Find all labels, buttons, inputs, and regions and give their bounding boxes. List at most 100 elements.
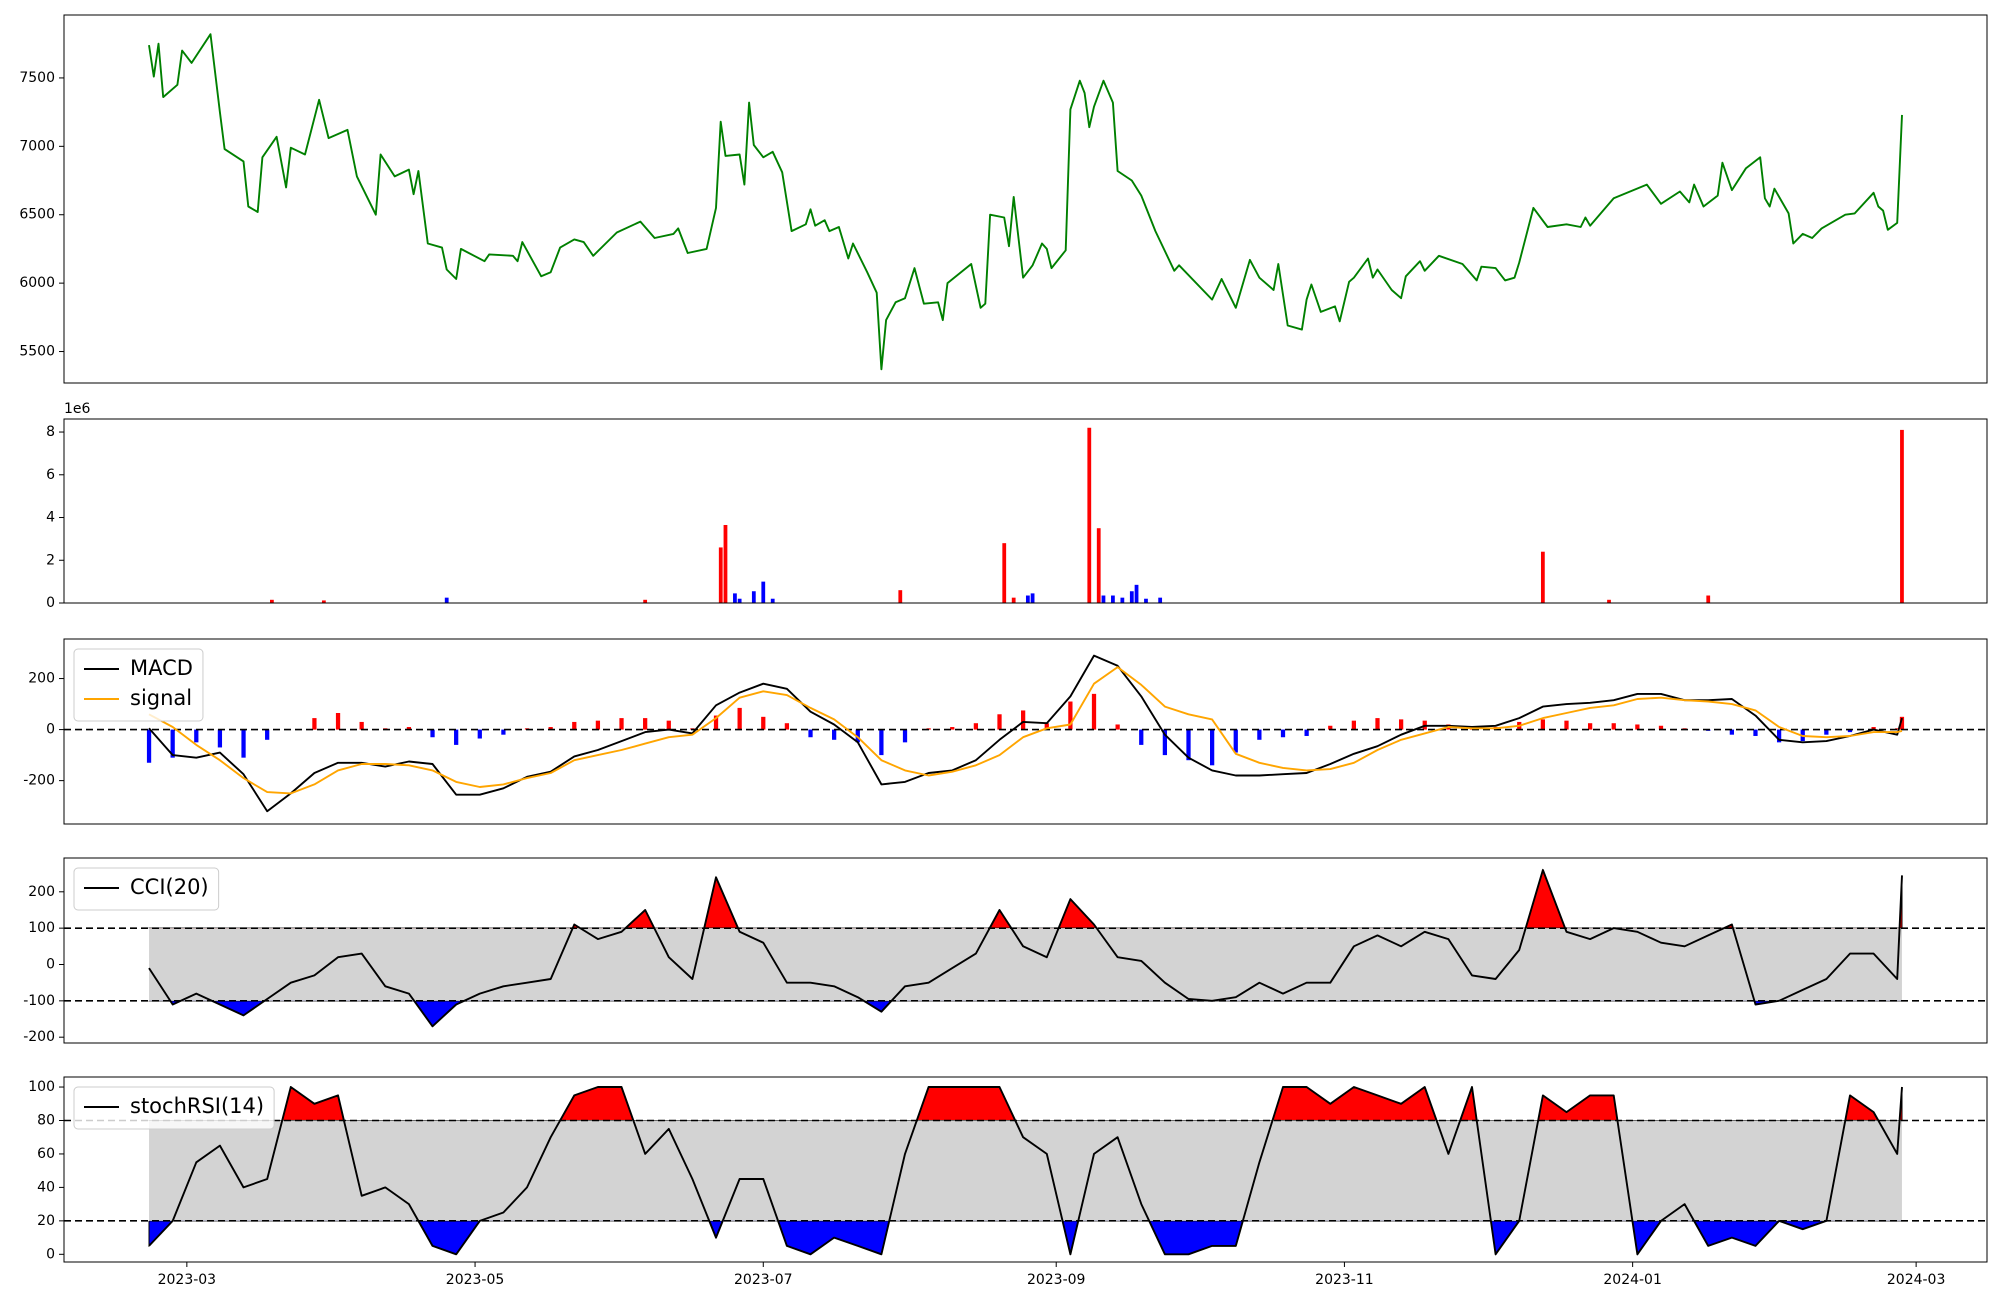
y-tick-label: 6500 xyxy=(19,207,55,223)
volume-bar xyxy=(751,591,756,603)
volume-bar xyxy=(1144,598,1148,603)
histogram-bar xyxy=(879,729,884,756)
volume-bar xyxy=(733,593,737,603)
histogram-bar xyxy=(265,729,270,740)
volume-bar xyxy=(737,598,742,603)
y-tick-label: 80 xyxy=(37,1112,55,1128)
indicator-line xyxy=(148,666,1903,795)
histogram-bar xyxy=(1635,724,1640,730)
histogram-bar xyxy=(241,729,246,758)
y-tick-label: 0 xyxy=(46,722,55,738)
volume-bar xyxy=(1607,599,1611,603)
histogram-bar xyxy=(1847,729,1853,733)
volume-bar xyxy=(444,597,449,603)
volume-bar xyxy=(1120,597,1125,603)
y-tick-label: 0 xyxy=(46,1246,55,1262)
y-tick-label: 7000 xyxy=(19,138,55,154)
histogram-bar xyxy=(335,713,341,730)
histogram-bar xyxy=(1398,719,1404,730)
histogram-bar xyxy=(1776,729,1782,743)
volume-bar xyxy=(1706,595,1711,603)
panel: 5500 6000 6500 7000 7500 xyxy=(19,14,1988,384)
y-tick-label: 20 xyxy=(37,1213,55,1229)
indicator-line xyxy=(148,1086,1903,1256)
histogram-bar xyxy=(595,720,601,730)
plot-area xyxy=(148,33,1903,371)
legend-box xyxy=(73,867,220,911)
histogram-bar xyxy=(855,729,860,743)
histogram-bar xyxy=(902,729,908,743)
histogram-bar xyxy=(1753,729,1758,736)
histogram-bar xyxy=(1186,729,1191,761)
neutral-band xyxy=(149,928,1902,1001)
volume-bar xyxy=(1011,597,1016,603)
volume-bar xyxy=(1111,595,1115,603)
volume-bar xyxy=(270,599,274,603)
histogram-bar xyxy=(1328,725,1333,730)
histogram-bar xyxy=(1304,729,1309,736)
panel-frame xyxy=(63,857,1988,1044)
overbought-fill xyxy=(148,868,1903,929)
histogram-bar xyxy=(997,714,1002,730)
volume-bar xyxy=(1002,543,1007,603)
histogram-bar xyxy=(761,716,766,730)
y-tick-label: -200 xyxy=(23,773,55,789)
volume-bar xyxy=(1134,584,1139,603)
y-tick-label: 60 xyxy=(37,1146,55,1162)
panel-frame xyxy=(63,638,1988,825)
neutral-band xyxy=(149,1120,1902,1221)
histogram-bar xyxy=(1115,724,1120,730)
histogram-bar xyxy=(454,729,459,745)
volume-bar xyxy=(1087,427,1092,603)
histogram-bar xyxy=(359,721,364,730)
x-tick-label: 2024-01 xyxy=(1603,1272,1662,1288)
x-tick-label: 2024-03 xyxy=(1887,1272,1946,1288)
volume-bar xyxy=(1900,429,1904,603)
volume-bar xyxy=(1540,551,1545,603)
panel: 0 20 40 60 80 100 2023-03 2023-05 2023-07 2023-09… xyxy=(28,1076,1988,1288)
x-tick-label: 2023-11 xyxy=(1315,1272,1374,1288)
panel: -200 0 200 MACD signal xyxy=(23,638,1988,825)
legend-label: CCI(20) xyxy=(130,875,209,899)
volume-bar xyxy=(898,590,903,603)
histogram-bar xyxy=(1139,729,1144,745)
x-tick-label: 2023-07 xyxy=(734,1272,793,1288)
histogram-bar xyxy=(1611,723,1616,730)
volume-bar xyxy=(321,600,326,603)
volume-bar xyxy=(1158,597,1163,603)
histogram-bar xyxy=(146,729,152,763)
histogram-bar xyxy=(1021,710,1026,730)
indicator-line xyxy=(148,869,1903,1028)
volume-bar xyxy=(723,524,728,603)
histogram-bar xyxy=(1729,729,1734,735)
histogram-bar xyxy=(1899,716,1905,730)
histogram-bar xyxy=(501,729,506,735)
histogram-bar xyxy=(1068,701,1073,730)
y-tick-label: 100 xyxy=(28,1079,55,1095)
histogram-bar xyxy=(1044,723,1049,730)
x-tick-label: 2023-09 xyxy=(1027,1272,1086,1288)
histogram-bar xyxy=(1564,720,1569,730)
volume-bar xyxy=(1096,528,1101,603)
volume-bar xyxy=(1025,595,1030,603)
panel-frame xyxy=(63,1076,1988,1263)
y-tick-label: 200 xyxy=(28,884,55,900)
histogram-bar xyxy=(784,723,790,730)
legend-box xyxy=(73,648,204,722)
histogram-bar xyxy=(430,729,435,738)
histogram-bar xyxy=(1210,729,1215,766)
panel: -200 -100 0 100 200 CCI(20) xyxy=(23,857,1988,1045)
histogram-bar xyxy=(170,729,175,758)
y-tick-label: 0 xyxy=(46,595,55,611)
y-tick-label: 7500 xyxy=(19,70,55,86)
histogram-bar xyxy=(1824,729,1829,735)
histogram-bar xyxy=(572,721,577,730)
histogram-bar xyxy=(1280,729,1286,738)
histogram-bar xyxy=(1895,728,1900,730)
histogram-bar xyxy=(973,723,979,730)
histogram-bar xyxy=(1375,718,1380,730)
volume-bar xyxy=(770,598,775,603)
histogram-bar xyxy=(737,707,742,730)
indicator-line xyxy=(148,654,1903,813)
plot-area xyxy=(270,427,1904,603)
